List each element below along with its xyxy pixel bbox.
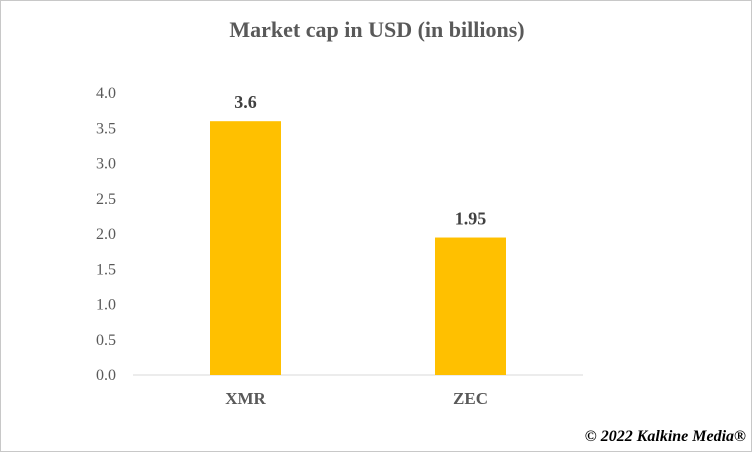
bars-group [210, 121, 506, 375]
data-labels-group: 3.6 1.95 [234, 92, 486, 228]
y-tick-label: 2.0 [96, 226, 116, 243]
y-tick-label: 1.5 [96, 261, 116, 278]
y-tick-label: 3.5 [96, 120, 116, 137]
chart-title: Market cap in USD (in billions) [229, 17, 524, 42]
y-tick-label: 2.5 [96, 191, 116, 208]
data-label-xmr: 3.6 [234, 92, 257, 112]
y-tick-label: 3.0 [96, 156, 116, 173]
y-axis-ticks: 0.0 0.5 1.0 1.5 2.0 2.5 3.0 3.5 4.0 [96, 85, 116, 384]
y-tick-label: 0.0 [96, 367, 116, 384]
copyright-credit: © 2022 Kalkine Media® [584, 428, 746, 445]
x-axis-categories: XMR ZEC [225, 389, 488, 408]
category-label-zec: ZEC [453, 389, 488, 408]
category-label-xmr: XMR [225, 389, 266, 408]
bar-xmr [210, 121, 281, 375]
data-label-zec: 1.95 [455, 209, 487, 229]
y-tick-label: 4.0 [96, 85, 116, 102]
bar-zec [435, 237, 506, 375]
y-tick-label: 0.5 [96, 332, 116, 349]
y-tick-label: 1.0 [96, 297, 116, 314]
